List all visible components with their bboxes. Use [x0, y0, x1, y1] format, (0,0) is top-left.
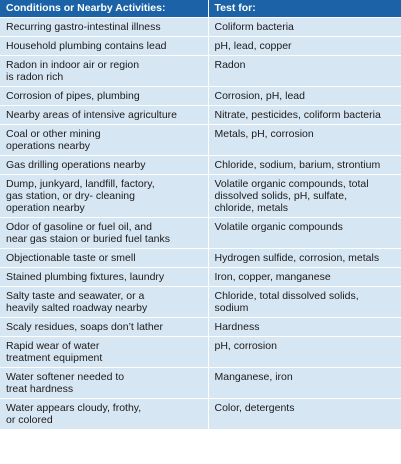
test-cell: Chloride, sodium, barium, strontium	[208, 155, 401, 175]
test-cell: Metals, pH, corrosion	[208, 124, 401, 156]
test-cell: Manganese, iron	[208, 367, 401, 399]
test-cell: Radon	[208, 55, 401, 87]
table-row: Nearby areas of intensive agriculture Nit…	[0, 105, 401, 125]
condition-cell: Odor of gasoline or fuel oil, and near ga…	[0, 217, 209, 249]
test-cell: Nitrate, pesticides, coliform bacteria	[208, 105, 401, 125]
test-cell: pH, lead, copper	[208, 36, 401, 56]
table-row: Scaly residues, soaps don’t lather Hardne…	[0, 317, 401, 337]
table-row: Household plumbing contains lead pH, lead…	[0, 36, 401, 56]
condition-cell: Gas drilling operations nearby	[0, 155, 209, 175]
test-cell: Hardness	[208, 317, 401, 337]
condition-cell: Corrosion of pipes, plumbing	[0, 86, 209, 106]
test-cell: Iron, copper, manganese	[208, 267, 401, 287]
test-cell: pH, corrosion	[208, 336, 401, 368]
condition-cell: Salty taste and seawater, or a heavily sa…	[0, 286, 209, 318]
condition-cell: Objectionable taste or smell	[0, 248, 209, 268]
table-row: Rapid wear of water treatment equipment pH…	[0, 336, 401, 368]
table-row: Gas drilling operations nearby Chloride, …	[0, 155, 401, 175]
table-row: Corrosion of pipes, plumbing Corrosion, p…	[0, 86, 401, 106]
test-cell: Corrosion, pH, lead	[208, 86, 401, 106]
table-body: Recurring gastro-intestinal illness Colif…	[0, 17, 401, 430]
condition-cell: Scaly residues, soaps don’t lather	[0, 317, 209, 337]
table-row: Dump, junkyard, landfill, factory, gas st…	[0, 174, 401, 218]
condition-cell: Rapid wear of water treatment equipment	[0, 336, 209, 368]
test-cell: Hydrogen sulfide, corrosion, metals	[208, 248, 401, 268]
table-row: Water appears cloudy, frothy, or colored C…	[0, 398, 401, 430]
header-row: Conditions or Nearby Activities: Test fo…	[0, 0, 401, 18]
table-row: Stained plumbing fixtures, laundry Iron, …	[0, 267, 401, 287]
header-conditions: Conditions or Nearby Activities:	[0, 0, 209, 18]
condition-cell: Radon in indoor air or region is radon ri…	[0, 55, 209, 87]
test-cell: Coliform bacteria	[208, 17, 401, 37]
table-row: Water softener needed to treat hardness Ma…	[0, 367, 401, 399]
table-row: Odor of gasoline or fuel oil, and near ga…	[0, 217, 401, 249]
condition-cell: Household plumbing contains lead	[0, 36, 209, 56]
test-cell: Volatile organic compounds	[208, 217, 401, 249]
condition-cell: Water appears cloudy, frothy, or colored	[0, 398, 209, 430]
water-testing-table: Conditions or Nearby Activities: Test fo…	[0, 0, 401, 430]
table-row: Salty taste and seawater, or a heavily sa…	[0, 286, 401, 318]
test-cell: Color, detergents	[208, 398, 401, 430]
test-cell: Chloride, total dissolved solids, sodium	[208, 286, 401, 318]
condition-cell: Nearby areas of intensive agriculture	[0, 105, 209, 125]
condition-cell: Water softener needed to treat hardness	[0, 367, 209, 399]
condition-cell: Stained plumbing fixtures, laundry	[0, 267, 209, 287]
table-row: Coal or other mining operations nearby Met…	[0, 124, 401, 156]
test-cell: Volatile organic compounds, total dissolv…	[208, 174, 401, 218]
table-row: Objectionable taste or smell Hydrogen sul…	[0, 248, 401, 268]
table-row: Radon in indoor air or region is radon ri…	[0, 55, 401, 87]
table-row: Recurring gastro-intestinal illness Colif…	[0, 17, 401, 37]
condition-cell: Recurring gastro-intestinal illness	[0, 17, 209, 37]
header-test-for: Test for:	[208, 0, 401, 18]
condition-cell: Dump, junkyard, landfill, factory, gas st…	[0, 174, 209, 218]
condition-cell: Coal or other mining operations nearby	[0, 124, 209, 156]
